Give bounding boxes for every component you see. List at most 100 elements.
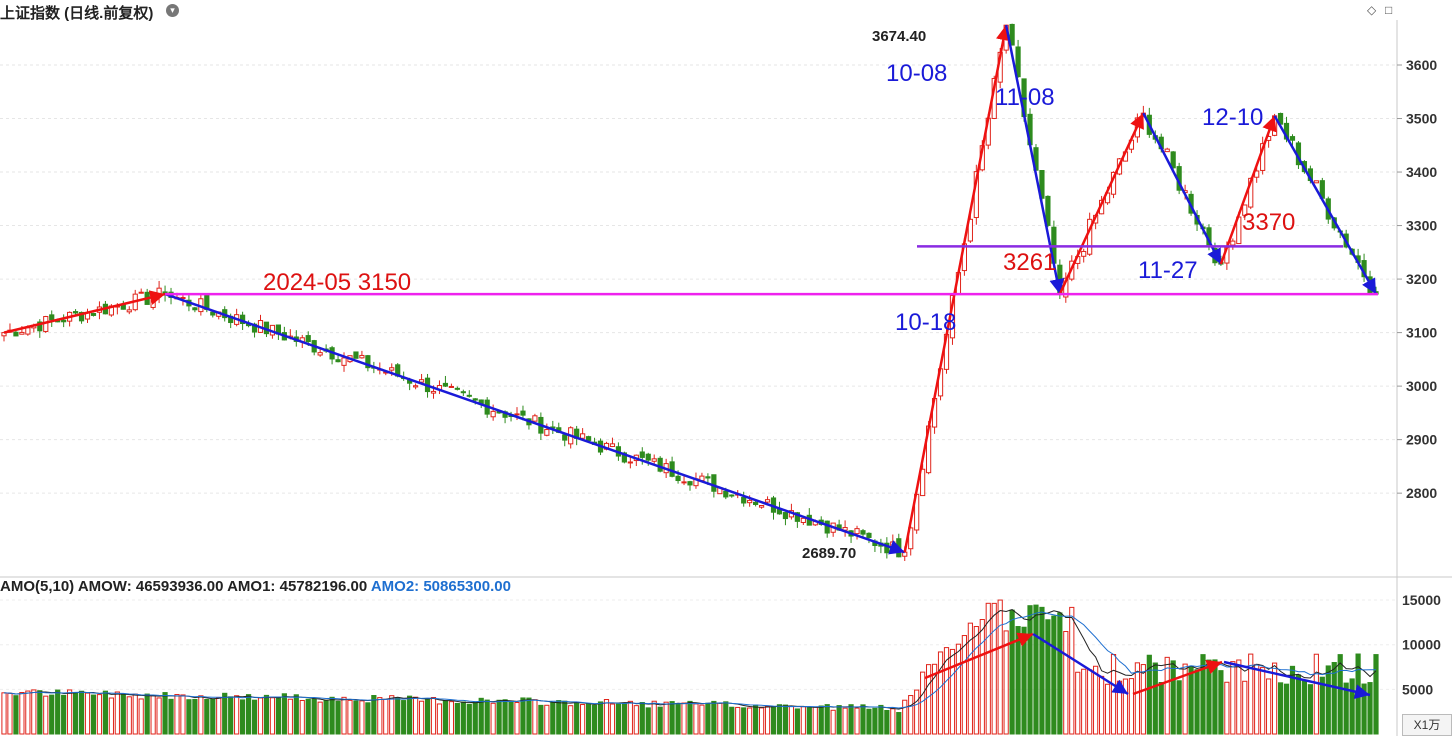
volume-bar [1146, 654, 1152, 735]
volume-bar [353, 700, 359, 735]
vol-tick-label: 5000 [1402, 681, 1433, 697]
volume-bar [245, 694, 252, 735]
y-tick-label: 3300 [1406, 218, 1437, 234]
candle-body [687, 481, 693, 486]
candle-body [180, 297, 186, 300]
volume-bar [216, 697, 222, 735]
chevron-down-icon[interactable]: ▾ [166, 4, 179, 17]
volume-bar [597, 701, 604, 735]
candle-body [472, 398, 478, 401]
volume-bar [49, 694, 55, 735]
volume-bar [490, 702, 496, 735]
candle-body [544, 429, 550, 436]
unit-toggle-button[interactable]: X1万 [1402, 714, 1452, 736]
candle-body [1045, 195, 1051, 226]
volume-bar [961, 635, 967, 735]
volume-bar [401, 700, 407, 735]
volume-trend-arrow [1032, 632, 1129, 696]
volume-bar [281, 693, 287, 735]
uptrend-arrow [1219, 115, 1277, 265]
volume-bar [96, 694, 103, 735]
candle-body [866, 532, 872, 538]
volume-bar [460, 701, 466, 735]
volume-bar [43, 695, 49, 735]
amo1-label: AMO1: [227, 578, 276, 595]
volume-bar [418, 700, 425, 735]
high-price-label: 3674.40 [872, 28, 926, 45]
uptrend-arrow [1058, 112, 1145, 295]
candle-body [669, 461, 675, 477]
volume-bar [991, 602, 997, 735]
volume-bar [1319, 676, 1325, 735]
volume-bar [663, 701, 669, 735]
volume-bar [383, 698, 389, 735]
volume-bar [251, 699, 258, 735]
restore-icon[interactable]: ◇ [1367, 3, 1377, 17]
candle-body [1081, 250, 1087, 257]
volume-bar [729, 706, 735, 735]
volume-bar [705, 702, 711, 735]
volume-bar [1164, 656, 1170, 735]
candle-body [854, 528, 860, 535]
candle-body [562, 434, 568, 441]
volume-bar [937, 651, 944, 735]
volume-bar [126, 696, 132, 735]
volume-bar [639, 702, 645, 735]
candle-body [78, 311, 85, 322]
candle-body [705, 476, 711, 479]
volume-bar [1206, 659, 1212, 735]
volume-bar [430, 696, 437, 735]
volume-bar [37, 690, 43, 735]
volume-bar [1140, 664, 1146, 735]
candle-body [1170, 151, 1176, 169]
volume-bar [770, 705, 777, 735]
volume-bar [776, 704, 783, 735]
candle-body [609, 443, 616, 448]
volume-bar [162, 692, 168, 735]
candle-body [681, 481, 687, 484]
volume-bar [836, 705, 842, 735]
volume-bar [1266, 678, 1272, 735]
volume-bar [1087, 669, 1093, 735]
volume-bar [269, 697, 276, 735]
candle-body [758, 505, 765, 508]
volume-bar [520, 697, 526, 735]
volume-bar [108, 697, 114, 735]
amo2-value: 50865300.00 [423, 578, 511, 595]
candle-body [25, 327, 31, 335]
volume-bar [812, 706, 818, 735]
maximize-icon[interactable]: □ [1385, 3, 1393, 17]
volume-bar [1176, 680, 1182, 735]
volume-bar [1355, 653, 1361, 735]
volume-bar [1242, 680, 1248, 735]
annotation-label: 3261 [1003, 249, 1056, 276]
price-grid [0, 20, 1452, 736]
volume-bar [55, 689, 61, 735]
volume-bar [532, 699, 538, 735]
volume-bar [1224, 681, 1230, 735]
candle-body [317, 352, 323, 356]
volume-bar [1289, 665, 1296, 735]
volume-bar [1158, 682, 1164, 735]
volume-bar [1045, 619, 1051, 735]
volume-bar [878, 704, 884, 735]
volume-bar [693, 703, 699, 735]
volume-bar [496, 699, 502, 735]
volume-bar [1027, 605, 1033, 735]
volume-bar [442, 700, 449, 735]
candle-body [389, 367, 395, 371]
downtrend-arrow [1273, 115, 1378, 295]
candle-body [621, 452, 627, 463]
volume-bar [741, 707, 747, 735]
volume-bar [830, 709, 836, 735]
y-tick-label: 3500 [1406, 111, 1437, 127]
volume-bar [884, 709, 890, 735]
candle-body [753, 501, 759, 505]
volume-bar [1075, 671, 1081, 735]
volume-bar [1093, 665, 1099, 735]
volume-bar [1248, 653, 1254, 735]
volume-bar [574, 701, 580, 735]
volume-bar [723, 701, 729, 735]
